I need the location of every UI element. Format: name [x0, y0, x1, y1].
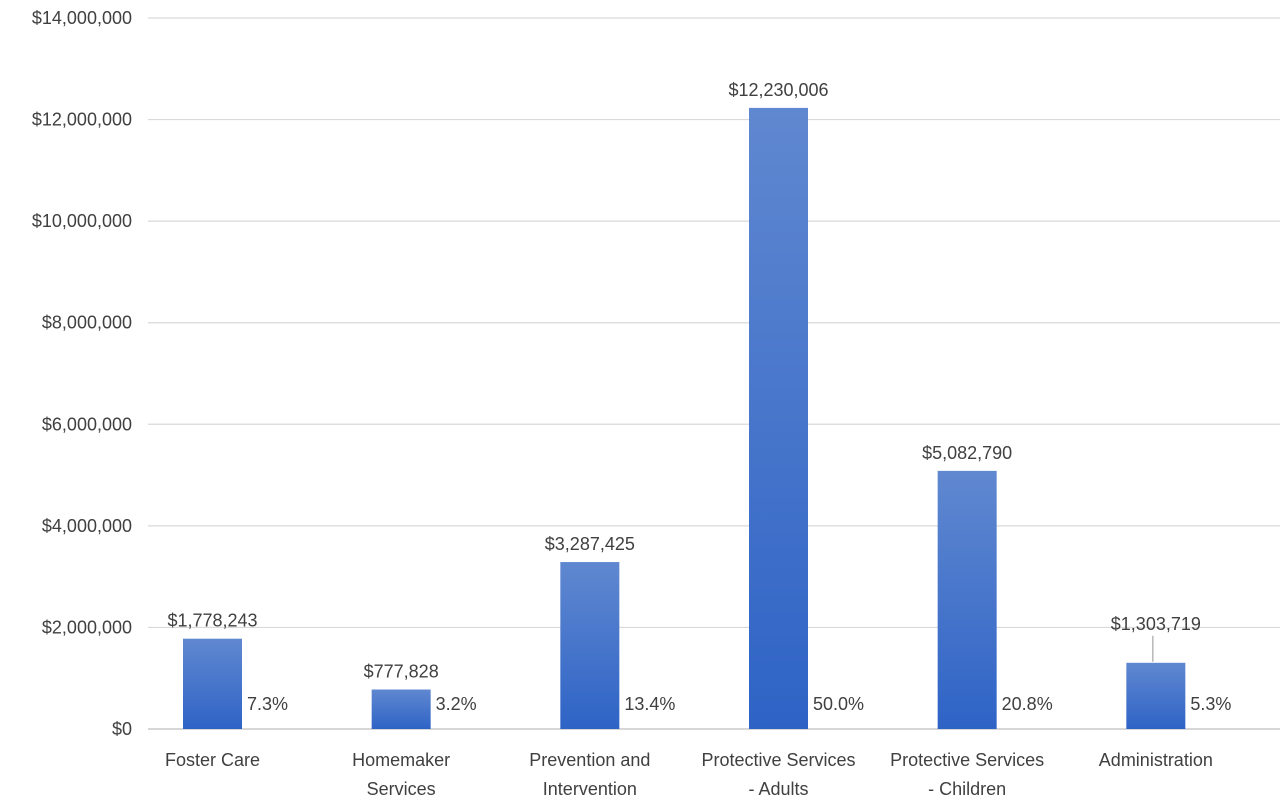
x-tick-label: Prevention and: [529, 750, 650, 770]
bar[interactable]: [560, 562, 620, 729]
x-tick-label: Administration: [1099, 750, 1213, 770]
y-tick-label: $8,000,000: [42, 313, 132, 333]
bar-percent-label: 13.4%: [624, 694, 675, 714]
bar[interactable]: [183, 638, 242, 729]
bar-value-label: $12,230,006: [728, 80, 828, 100]
bar-percent-label: 5.3%: [1190, 694, 1231, 714]
bar-value-label: $777,828: [364, 661, 439, 681]
x-tick-label: Services: [367, 779, 436, 799]
bar[interactable]: [937, 470, 997, 729]
x-tick-label: - Children: [928, 779, 1006, 799]
y-tick-label: $10,000,000: [32, 211, 132, 231]
y-tick-label: $6,000,000: [42, 414, 132, 434]
y-axis-tick-labels: $0 $2,000,000 $4,000,000 $6,000,000 $8,000,0…: [32, 8, 132, 739]
y-tick-label: $4,000,000: [42, 516, 132, 536]
bar-percent-label: 50.0%: [813, 694, 864, 714]
bar[interactable]: [1126, 662, 1186, 729]
bar[interactable]: [749, 107, 808, 730]
bar-percent-label: 20.8%: [1002, 694, 1053, 714]
bar-value-label: $3,287,425: [545, 534, 635, 554]
x-tick-label: - Adults: [748, 779, 808, 799]
data-labels: $1,778,243 7.3% $777,828 3.2% $3,287,425 13.4…: [167, 80, 1231, 714]
bar-value-label: $1,303,719: [1111, 614, 1201, 634]
bar-value-label: $1,778,243: [167, 611, 257, 631]
bars: [183, 107, 1186, 730]
y-tick-label: $14,000,000: [32, 8, 132, 28]
gridlines: [148, 17, 1280, 730]
x-tick-label: Protective Services: [701, 750, 855, 770]
y-tick-label: $0: [112, 719, 132, 739]
y-tick-label: $12,000,000: [32, 110, 132, 130]
bar-percent-label: 3.2%: [436, 694, 477, 714]
x-tick-label: Homemaker: [352, 750, 450, 770]
x-axis-tick-labels: Foster Care Homemaker Services Prevention a…: [165, 750, 1213, 799]
x-tick-label: Foster Care: [165, 750, 260, 770]
x-tick-label: Intervention: [543, 779, 637, 799]
x-tick-label: Protective Services: [890, 750, 1044, 770]
bar-percent-label: 7.3%: [247, 694, 288, 714]
bar-value-label: $5,082,790: [922, 443, 1012, 463]
bar[interactable]: [371, 689, 431, 729]
y-tick-label: $2,000,000: [42, 617, 132, 637]
